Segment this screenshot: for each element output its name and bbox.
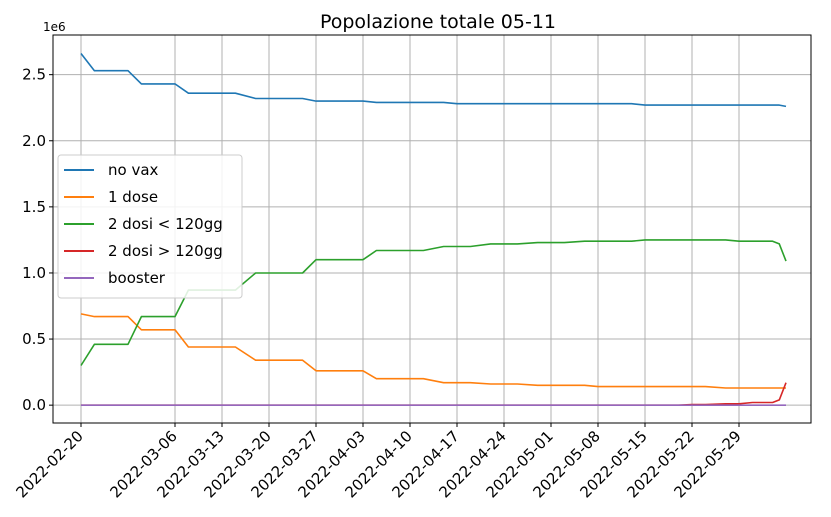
y-tick-label: 2.0 [22, 132, 46, 150]
legend-label: 2 dosi > 120gg [108, 242, 223, 260]
y-tick-label: 0.5 [22, 330, 46, 348]
y-tick-label: 1.5 [22, 198, 46, 216]
plot-frame [52, 34, 812, 424]
grid-lines [53, 35, 811, 423]
chart-title: Popolazione totale 05-11 [320, 11, 556, 33]
legend: no vax 1 dose 2 dosi < 120gg 2 dosi > 120gg… [57, 154, 243, 299]
y-tick-label: 2.5 [22, 66, 46, 84]
x-tick-label: 2022-02-20 [12, 427, 86, 501]
y-axis-offset-label: 1e6 [43, 20, 66, 34]
legend-label: 2 dosi < 120gg [108, 215, 223, 233]
series-layer [80, 53, 787, 407]
y-axis: 0.0 0.5 1.0 1.5 2.0 2.5 [22, 66, 53, 414]
y-tick-label: 0.0 [22, 396, 46, 414]
series-line-no-vax [80, 53, 787, 108]
series-line-1-dose [80, 313, 786, 389]
legend-label: booster [108, 269, 166, 287]
y-tick-label: 1.0 [22, 264, 46, 282]
legend-label: 1 dose [108, 188, 158, 206]
x-axis: 2022-02-20 2022-03-062022-03-132022-03-20… [12, 423, 745, 501]
legend-label: no vax [108, 161, 159, 179]
legend-box [57, 154, 243, 299]
